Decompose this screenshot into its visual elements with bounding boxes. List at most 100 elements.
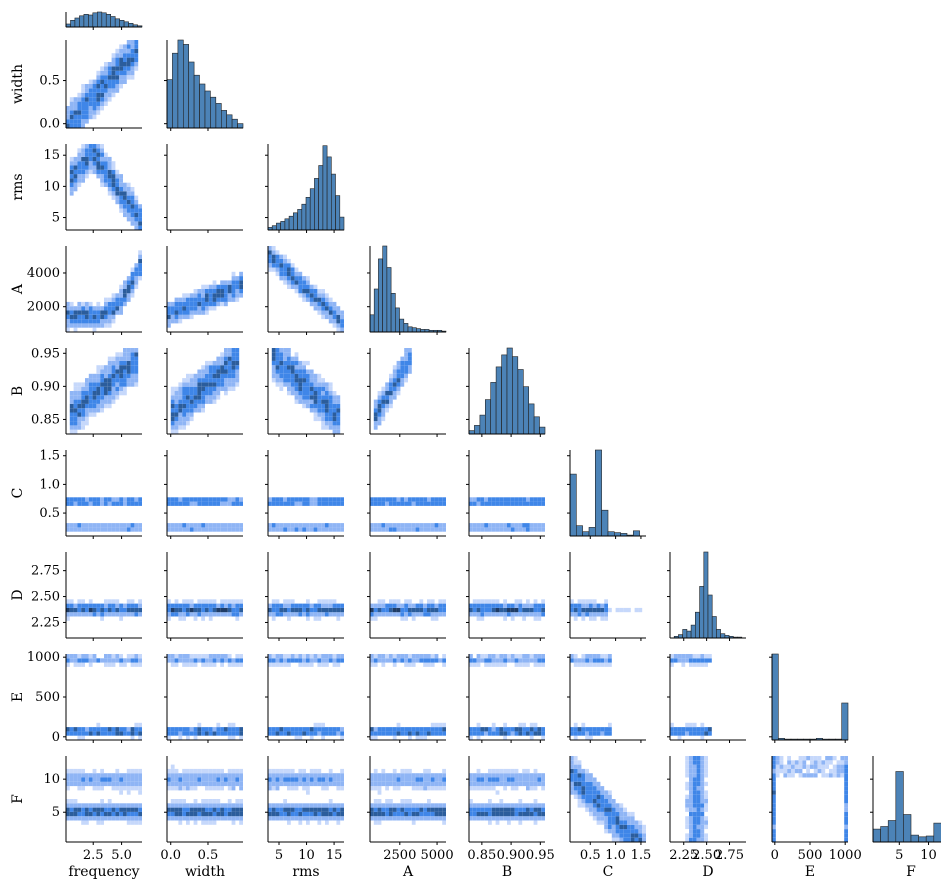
heatmap-cell: [138, 727, 142, 732]
heatmap-cell: [107, 395, 112, 400]
heatmap-cell: [66, 658, 70, 663]
heatmap-cell: [283, 803, 287, 808]
heatmap-cell: [107, 75, 112, 80]
heatmap-cell: [844, 820, 848, 825]
heatmap-cell: [189, 403, 194, 409]
heatmap-cell: [212, 731, 217, 736]
heatmap-cell: [231, 816, 236, 821]
heatmap-cell: [174, 603, 179, 608]
heatmap-cell: [415, 807, 420, 812]
heatmap-cell: [411, 777, 416, 782]
heatmap-cell: [499, 731, 504, 736]
heatmap-cell: [589, 654, 593, 659]
heatmap-cell: [119, 293, 123, 298]
heatmap-cell: [100, 79, 104, 84]
heatmap-cell: [88, 803, 93, 808]
heatmap-cell: [268, 731, 272, 736]
heatmap-cell: [92, 92, 97, 98]
y-tick-label-E: 500: [35, 690, 60, 705]
heatmap-cell: [585, 768, 589, 774]
heatmap-cell: [510, 523, 515, 528]
heatmap-cell: [96, 365, 101, 370]
heatmap-cell: [434, 816, 439, 821]
heatmap-cell: [126, 727, 131, 732]
heatmap-cell: [514, 603, 519, 608]
heatmap-cell: [197, 523, 202, 528]
heatmap-cell: [235, 727, 240, 732]
heatmap-cell: [340, 727, 344, 732]
heatmap-cell: [608, 811, 612, 817]
heatmap-cell: [696, 837, 701, 842]
heatmap-cell: [123, 777, 127, 782]
heatmap-cell: [423, 497, 427, 502]
heatmap-cell: [469, 523, 473, 528]
histogram-bar-F: [918, 836, 927, 843]
heatmap-cell: [806, 764, 810, 769]
heatmap-cell: [174, 662, 179, 667]
heatmap-cell: [227, 727, 232, 732]
heatmap-cell: [336, 429, 341, 434]
heatmap-cell: [224, 378, 228, 383]
heatmap-cell: [197, 607, 202, 613]
heatmap-cell: [775, 768, 780, 774]
heatmap-cell: [85, 781, 89, 787]
heatmap-cell: [111, 356, 116, 361]
heatmap-cell: [104, 161, 108, 166]
heatmap-cell: [313, 293, 318, 298]
heatmap-cell: [442, 722, 446, 728]
heatmap-cell: [283, 271, 287, 277]
x-tick-label-E: 1000: [829, 848, 862, 863]
heatmap-cell: [309, 607, 314, 613]
heatmap-cell: [381, 391, 386, 396]
heatmap-cell: [96, 399, 101, 404]
heatmap-cell: [197, 310, 202, 315]
heatmap-cell: [829, 760, 833, 765]
heatmap-cell: [126, 599, 131, 604]
heatmap-cell: [279, 352, 284, 357]
heatmap-cell: [798, 768, 803, 774]
heatmap-cell: [115, 187, 120, 192]
heatmap-cell: [227, 348, 232, 353]
heatmap-cell: [115, 773, 120, 778]
heatmap-cell: [491, 523, 496, 528]
heatmap-cell: [317, 395, 322, 400]
heatmap-cell: [126, 373, 131, 379]
heatmap-cell: [510, 527, 515, 532]
heatmap-cell: [111, 195, 116, 200]
heatmap-cell: [92, 612, 97, 617]
heatmap-cell: [385, 607, 389, 613]
heatmap-cell: [130, 820, 135, 825]
heatmap-cell: [317, 391, 322, 396]
heatmap-cell: [119, 301, 123, 307]
heatmap-cell: [573, 654, 578, 659]
histogram-bar-F: [925, 835, 935, 843]
heatmap-cell: [201, 658, 205, 663]
heatmap-cell: [396, 816, 401, 821]
heatmap-cell: [283, 658, 287, 663]
heatmap-cell: [526, 781, 530, 787]
heatmap-cell: [138, 254, 142, 259]
heatmap-cell: [189, 607, 194, 613]
heatmap-cell: [581, 781, 586, 787]
heatmap-cell: [205, 777, 209, 782]
heatmap-cell: [130, 786, 135, 791]
heatmap-cell: [298, 658, 303, 663]
heatmap-cell: [832, 773, 837, 778]
heatmap-cell: [685, 807, 689, 812]
heatmap-cell: [235, 807, 240, 812]
heatmap-cell: [596, 654, 601, 659]
heatmap-cell: [126, 44, 131, 49]
heatmap-cell: [623, 820, 627, 825]
heatmap-cell: [619, 803, 624, 808]
heatmap-cell: [503, 654, 507, 659]
heatmap-cell: [529, 731, 534, 736]
heatmap-cell: [423, 816, 427, 821]
histogram-bar-frequency: [70, 19, 76, 28]
heatmap-cell: [107, 66, 112, 71]
heatmap-cell: [317, 386, 322, 391]
heatmap-cell: [704, 760, 708, 765]
heatmap-cell: [328, 612, 333, 617]
heatmap-cell: [825, 764, 829, 769]
heatmap-cell: [427, 603, 431, 608]
heatmap-cell: [275, 369, 280, 374]
